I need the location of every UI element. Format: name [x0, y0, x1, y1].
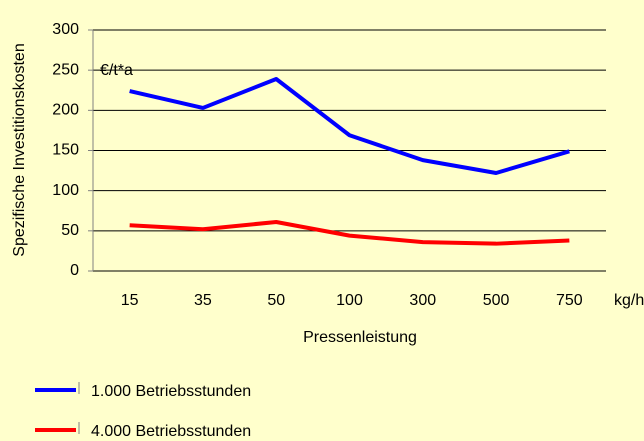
x-tick-label: 50 [267, 292, 285, 309]
legend-label: 1.000 Betriebsstunden [91, 383, 251, 400]
y-tick-label: 50 [61, 222, 79, 239]
legend-label: 4.000 Betriebsstunden [91, 423, 251, 440]
x-tick-label: 100 [336, 292, 363, 309]
x-tick-label: 750 [556, 292, 583, 309]
y-unit: €/t*a [100, 62, 133, 79]
y-tick-label: 100 [52, 182, 79, 199]
x-tick-label: 15 [121, 292, 139, 309]
y-tick-label: 0 [70, 262, 79, 279]
x-axis-label: Pressenleistung [303, 329, 417, 346]
x-tick-label: 35 [194, 292, 212, 309]
y-axis-label: Spezifische Investitionskosten [11, 43, 28, 256]
y-tick-label: 250 [52, 61, 79, 78]
y-tick-label: 200 [52, 102, 79, 119]
x-tick-label: 300 [409, 292, 436, 309]
x-tick-label: 500 [483, 292, 510, 309]
x-unit: kg/h [614, 292, 644, 309]
series-line [129, 219, 570, 246]
series-line [129, 77, 570, 175]
y-tick-label: 150 [52, 142, 79, 159]
y-tick-label: 300 [52, 21, 79, 38]
